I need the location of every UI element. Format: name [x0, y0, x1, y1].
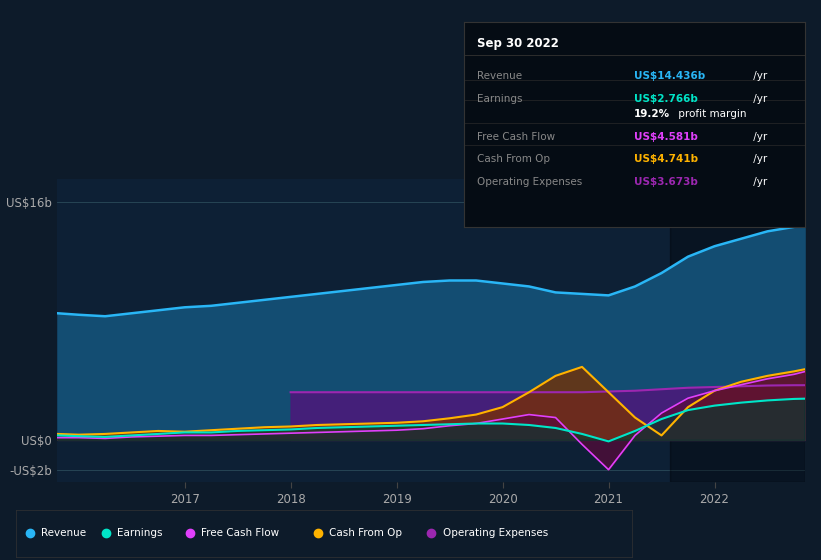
Text: Revenue: Revenue	[478, 72, 523, 81]
Text: US$4.581b: US$4.581b	[635, 132, 698, 142]
Text: /yr: /yr	[750, 154, 768, 164]
Text: US$2.766b: US$2.766b	[635, 94, 698, 104]
Text: Operating Expenses: Operating Expenses	[443, 529, 548, 538]
Text: US$3.673b: US$3.673b	[635, 177, 698, 186]
Text: Free Cash Flow: Free Cash Flow	[201, 529, 279, 538]
Text: US$4.741b: US$4.741b	[635, 154, 699, 164]
Text: Sep 30 2022: Sep 30 2022	[478, 37, 559, 50]
Text: US$14.436b: US$14.436b	[635, 72, 705, 81]
Text: /yr: /yr	[750, 72, 768, 81]
Text: Earnings: Earnings	[117, 529, 163, 538]
Text: profit margin: profit margin	[675, 109, 746, 119]
Text: Cash From Op: Cash From Op	[329, 529, 402, 538]
Text: Operating Expenses: Operating Expenses	[478, 177, 583, 186]
Text: /yr: /yr	[750, 177, 768, 186]
Text: Earnings: Earnings	[478, 94, 523, 104]
Text: /yr: /yr	[750, 94, 768, 104]
Bar	[670, 179, 805, 482]
Text: Cash From Op: Cash From Op	[478, 154, 551, 164]
Text: /yr: /yr	[750, 132, 768, 142]
Text: 19.2%: 19.2%	[635, 109, 671, 119]
Text: Revenue: Revenue	[41, 529, 86, 538]
Text: Free Cash Flow: Free Cash Flow	[478, 132, 556, 142]
